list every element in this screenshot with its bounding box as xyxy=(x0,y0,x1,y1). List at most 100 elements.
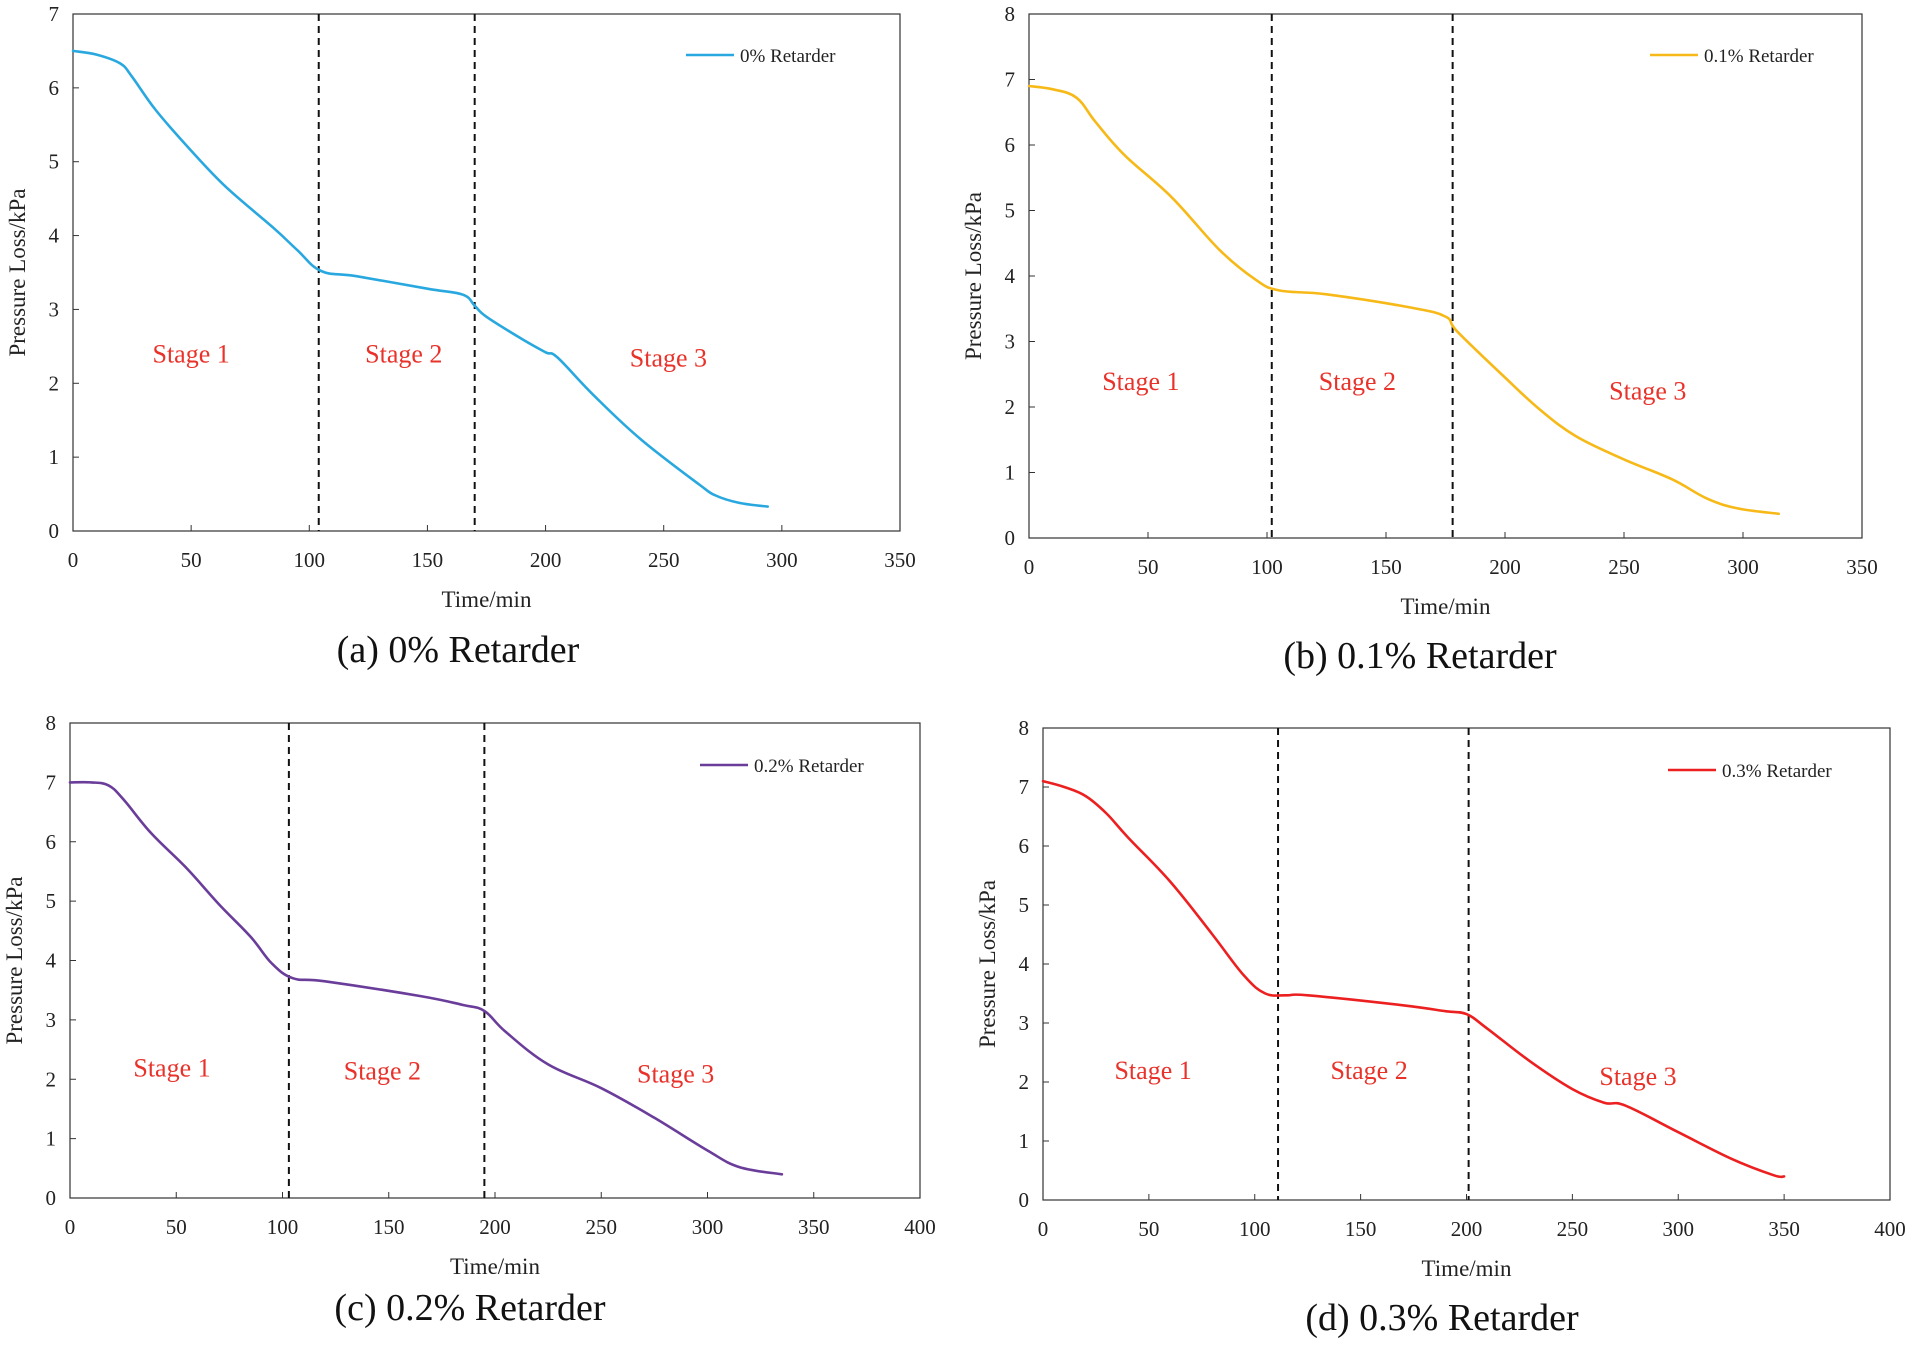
chart-panel-d: 0 50 100 150 200 250 300 350 400 0 1 2 3 4 5 6 7 8 Time/mi… xyxy=(975,716,1906,1281)
y-tick-label-c: 3 xyxy=(46,1008,57,1032)
stage-label-a: Stage 2 xyxy=(365,340,442,369)
y-tick-label-a: 7 xyxy=(49,2,60,26)
stage-label-c: Stage 2 xyxy=(344,1056,421,1085)
y-tick-label-b: 6 xyxy=(1005,133,1016,157)
series-line-a xyxy=(71,49,769,508)
y-tick-label-d: 4 xyxy=(1019,952,1030,976)
x-tick-label-a: 50 xyxy=(181,548,202,572)
y-tick-label-c: 4 xyxy=(46,949,57,973)
stage-label-d: Stage 3 xyxy=(1599,1062,1676,1091)
x-tick-label-b: 100 xyxy=(1251,555,1283,579)
y-tick-label-c: 7 xyxy=(46,770,57,794)
chart-panel-a: 0 50 100 150 200 250 300 350 0 1 2 3 4 5 6 7 Time/min Pre… xyxy=(5,2,916,612)
y-tick-label-a: 4 xyxy=(49,224,60,248)
stage-label-d: Stage 2 xyxy=(1330,1056,1407,1085)
y-axis-title-c: Pressure Loss/kPa xyxy=(2,876,27,1044)
x-tick-label-d: 350 xyxy=(1768,1217,1800,1241)
series-line-b xyxy=(1027,84,1780,516)
y-tick-label-c: 5 xyxy=(46,889,57,913)
caption-c: (c) 0.2% Retarder xyxy=(334,1287,605,1329)
y-axis-title-b: Pressure Loss/kPa xyxy=(961,192,986,360)
x-axis-title-c: Time/min xyxy=(450,1254,540,1279)
x-tick-label-b: 250 xyxy=(1608,555,1640,579)
legend-label-b: 0.1% Retarder xyxy=(1704,46,1814,67)
x-tick-label-c: 400 xyxy=(904,1215,936,1239)
y-tick-label-b: 7 xyxy=(1005,68,1016,92)
x-axis-title-b: Time/min xyxy=(1401,594,1491,619)
x-tick-label-b: 200 xyxy=(1489,555,1521,579)
stage-label-a: Stage 3 xyxy=(630,343,707,372)
caption-b: (b) 0.1% Retarder xyxy=(1283,635,1557,677)
x-tick-label-d: 300 xyxy=(1663,1217,1695,1241)
x-tick-label-a: 250 xyxy=(648,548,680,572)
x-tick-label-c: 350 xyxy=(798,1215,830,1239)
x-tick-label-c: 150 xyxy=(373,1215,405,1239)
y-tick-label-b: 2 xyxy=(1005,395,1016,419)
y-tick-label-c: 6 xyxy=(46,830,57,854)
y-tick-label-b: 3 xyxy=(1005,330,1016,354)
x-tick-label-b: 0 xyxy=(1024,555,1035,579)
legend-label-d: 0.3% Retarder xyxy=(1722,761,1832,782)
x-tick-label-a: 0 xyxy=(68,548,79,572)
x-axis-title-d: Time/min xyxy=(1422,1256,1512,1281)
y-tick-label-d: 8 xyxy=(1019,716,1030,740)
plot-frame-a xyxy=(72,13,901,532)
stage-label-b: Stage 3 xyxy=(1609,377,1686,406)
y-tick-label-d: 3 xyxy=(1019,1011,1030,1035)
x-tick-label-a: 300 xyxy=(766,548,798,572)
series-line-c xyxy=(68,780,784,1176)
y-tick-label-a: 3 xyxy=(49,297,60,321)
y-tick-label-d: 0 xyxy=(1019,1188,1030,1212)
y-tick-label-d: 6 xyxy=(1019,834,1030,858)
x-tick-label-c: 300 xyxy=(692,1215,724,1239)
x-tick-label-a: 200 xyxy=(530,548,562,572)
stage-label-d: Stage 1 xyxy=(1114,1056,1191,1085)
y-tick-label-c: 2 xyxy=(46,1067,57,1091)
chart-panel-c: 0 50 100 150 200 250 300 350 400 0 1 2 3 4 5 6 7 8 Time/mi… xyxy=(2,711,936,1279)
y-tick-label-b: 5 xyxy=(1005,199,1016,223)
y-tick-label-c: 8 xyxy=(46,711,57,735)
y-tick-label-d: 5 xyxy=(1019,893,1030,917)
y-tick-label-d: 2 xyxy=(1019,1070,1030,1094)
x-tick-label-c: 100 xyxy=(267,1215,299,1239)
x-tick-label-a: 350 xyxy=(884,548,916,572)
x-tick-label-c: 50 xyxy=(166,1215,187,1239)
x-tick-label-d: 150 xyxy=(1345,1217,1377,1241)
x-tick-label-b: 150 xyxy=(1370,555,1402,579)
series-line-d xyxy=(1041,779,1786,1179)
x-tick-label-a: 100 xyxy=(294,548,326,572)
y-tick-label-a: 0 xyxy=(49,519,60,543)
y-tick-label-b: 1 xyxy=(1005,461,1016,485)
y-tick-label-d: 1 xyxy=(1019,1129,1030,1153)
y-tick-label-c: 1 xyxy=(46,1127,57,1151)
y-axis-title-a: Pressure Loss/kPa xyxy=(5,188,30,356)
x-tick-label-d: 400 xyxy=(1874,1217,1906,1241)
y-tick-label-a: 6 xyxy=(49,76,60,100)
plot-frame-c xyxy=(69,722,921,1199)
plot-frame-d xyxy=(1042,727,1891,1201)
stage-label-b: Stage 1 xyxy=(1102,367,1179,396)
y-tick-label-c: 0 xyxy=(46,1186,57,1210)
caption-a: (a) 0% Retarder xyxy=(337,629,580,671)
x-tick-label-c: 250 xyxy=(586,1215,618,1239)
y-tick-label-d: 7 xyxy=(1019,775,1030,799)
x-tick-label-d: 50 xyxy=(1138,1217,1159,1241)
x-tick-label-d: 250 xyxy=(1557,1217,1589,1241)
y-tick-label-a: 5 xyxy=(49,150,60,174)
legend-label-a: 0% Retarder xyxy=(740,46,836,67)
x-tick-label-c: 0 xyxy=(65,1215,76,1239)
y-tick-label-b: 0 xyxy=(1005,526,1016,550)
y-axis-title-d: Pressure Loss/kPa xyxy=(975,880,1000,1048)
x-tick-label-d: 200 xyxy=(1451,1217,1483,1241)
x-axis-title-a: Time/min xyxy=(442,587,532,612)
stage-label-b: Stage 2 xyxy=(1319,367,1396,396)
plot-frame-b xyxy=(1028,13,1863,539)
x-tick-label-d: 100 xyxy=(1239,1217,1271,1241)
chart-panel-b: 0 50 100 150 200 250 300 350 0 1 2 3 4 5 6 7 8 Time/min Pr… xyxy=(961,2,1878,619)
stage-label-c: Stage 1 xyxy=(133,1053,210,1082)
caption-d: (d) 0.3% Retarder xyxy=(1305,1297,1579,1339)
legend-label-c: 0.2% Retarder xyxy=(754,756,864,777)
stage-label-a: Stage 1 xyxy=(153,340,230,369)
x-tick-label-a: 150 xyxy=(412,548,444,572)
